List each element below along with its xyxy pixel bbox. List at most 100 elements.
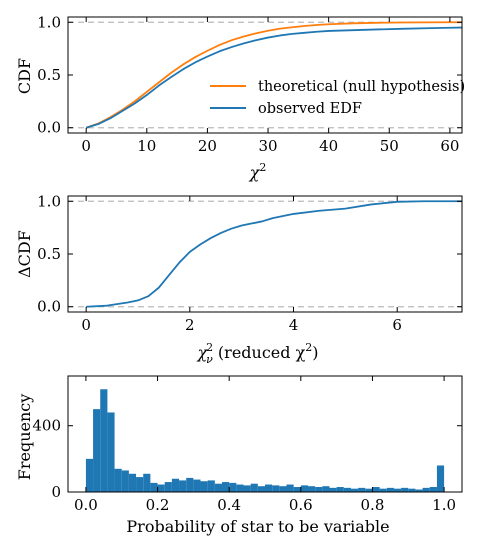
hist-x-tick-label-1: 0.2 [146, 496, 170, 514]
legend-label-observed: observed EDF [258, 101, 362, 117]
hist-bar-4 [114, 468, 122, 492]
hist-bar-22 [243, 485, 251, 492]
hist-bar-10 [157, 484, 165, 492]
hist-bar-18 [214, 483, 223, 492]
hist-x-tick-label-3: 0.6 [289, 496, 313, 514]
hist-bar-42 [386, 487, 394, 492]
delta-cdf-x-tick-label-2: 4 [289, 316, 299, 334]
hist-bar-35 [336, 487, 344, 492]
hist-axes-frame [67, 375, 463, 493]
delta-cdf-y-tick-label-1: 0.5 [37, 245, 61, 263]
hist-bar-43 [393, 488, 402, 492]
delta-x-label-rest: (reduced χ [213, 343, 306, 362]
legend: theoretical (null hypothesis) observed E… [206, 72, 465, 122]
hist-x-tick-label-0: 0.0 [74, 496, 98, 514]
cdf-y-axis-label: CDF [15, 58, 34, 94]
cdf-series-line-0 [85, 21, 462, 129]
hist-bar-3 [107, 412, 115, 492]
cdf-x-label-symbol: χ [249, 163, 261, 182]
hist-bar-5 [121, 470, 129, 492]
delta-cdf-axes-frame [67, 195, 463, 313]
cdf-x-tick-label-1: 10 [137, 137, 156, 155]
hist-bar-11 [164, 482, 172, 492]
cdf-x-tick-label-4: 40 [319, 137, 338, 155]
hist-bar-36 [343, 487, 351, 492]
hist-bar-37 [350, 488, 359, 492]
delta-cdf-series-line-0 [86, 200, 462, 308]
hist-bar-2 [100, 389, 108, 492]
hist-y-tick-label-0: 0 [51, 483, 61, 501]
delta-cdf-y-tick-label-0: 0.0 [37, 298, 61, 316]
hist-bar-6 [128, 473, 137, 492]
histogram-y-axis-label: Frequency [15, 394, 34, 481]
legend-label-theoretical: theoretical (null hypothesis) [258, 79, 465, 95]
hist-bar-34 [329, 487, 337, 492]
hist-bar-24 [257, 486, 265, 492]
hist-bar-12 [171, 478, 180, 492]
delta-x-label-sup: 2 [206, 341, 213, 354]
delta-x-label-end: ) [312, 343, 318, 362]
hist-bar-29 [293, 487, 301, 492]
cdf-x-tick-label-0: 0 [81, 137, 91, 155]
hist-bar-48 [429, 487, 437, 492]
delta-cdf-x-tick-label-1: 2 [185, 316, 195, 334]
hist-x-tick-label-4: 0.8 [361, 496, 385, 514]
hist-bar-40 [372, 487, 380, 492]
hist-bar-7 [136, 477, 144, 492]
hist-bar-39 [365, 488, 373, 492]
hist-bar-21 [236, 484, 244, 492]
histogram-panel: 0.0 0.2 0.4 0.6 0.8 1.0 0 400 Frequency Probabi… [15, 375, 463, 536]
hist-bar-27 [279, 486, 287, 492]
delta-cdf-y-tick-label-2: 1.0 [37, 192, 61, 210]
cdf-plot-area: 0 10 20 30 40 50 60 0.0 0.5 1.0 [37, 13, 463, 155]
hist-bar-8 [143, 473, 151, 492]
delta-cdf-panel: 0 2 4 60.00.51.0 ΔCDF χ2 ν (reduced χ2) [15, 192, 463, 366]
delta-x-label-symbol: χ [196, 343, 208, 362]
hist-bar-28 [286, 484, 294, 492]
delta-cdf-x-tick-label-0: 0 [81, 316, 91, 334]
hist-bar-38 [358, 487, 366, 492]
delta-cdf-y-axis-label: ΔCDF [15, 230, 34, 278]
histogram-x-axis-label: Probability of star to be variable [126, 517, 389, 536]
hist-bar-31 [307, 486, 316, 492]
delta-cdf-x-tick-label-3: 6 [392, 316, 402, 334]
delta-x-label-rest-sup: 2 [305, 341, 312, 354]
hist-bar-49 [436, 465, 445, 492]
hist-x-tick-label-5: 1.0 [432, 496, 456, 514]
hist-bar-0 [85, 458, 94, 492]
hist-bar-16 [200, 481, 208, 492]
hist-bar-14 [186, 477, 194, 492]
hist-bar-15 [193, 479, 201, 492]
cdf-y-tick-label-2: 1.0 [37, 13, 61, 31]
hist-bar-45 [408, 488, 416, 492]
hist-bar-30 [300, 485, 308, 492]
cdf-series-line-1 [85, 26, 463, 129]
cdf-y-tick-label-0: 0.0 [37, 119, 61, 137]
hist-bar-1 [93, 409, 101, 492]
cdf-panel: 0 10 20 30 40 50 60 0.0 0.5 1.0 theoretical (null… [15, 13, 465, 182]
delta-cdf-plot-area: 0 2 4 6 0.0 0.5 1.0 [37, 192, 463, 334]
hist-bar-9 [150, 482, 158, 492]
hist-bar-46 [415, 489, 423, 492]
cdf-x-tick-label-3: 30 [258, 137, 277, 155]
hist-bar-32 [315, 487, 323, 492]
hist-bar-44 [401, 487, 409, 492]
delta-x-label-sub: ν [206, 353, 213, 366]
hist-bar-17 [207, 480, 215, 492]
hist-bar-25 [265, 484, 273, 492]
hist-bar-13 [179, 480, 187, 492]
cdf-x-tick-label-6: 60 [440, 137, 459, 155]
histogram-plot-area: 0.0 0.2 0.4 0.6 0.8 1.0 0 400 [32, 375, 463, 514]
cdf-y-tick-label-1: 0.5 [37, 66, 61, 84]
hist-bar-47 [422, 487, 430, 492]
hist-bar-23 [250, 483, 258, 492]
delta-cdf-x-axis-label: χ2 ν (reduced χ2) [196, 341, 318, 366]
cdf-x-label-sup: 2 [259, 161, 266, 174]
cdf-x-tick-label-5: 50 [380, 137, 399, 155]
cdf-x-tick-label-2: 20 [198, 137, 217, 155]
hist-bar-41 [379, 488, 387, 492]
hist-x-tick-label-2: 0.4 [217, 496, 241, 514]
legend-box [206, 72, 456, 122]
hist-y-tick-label-1: 400 [32, 417, 61, 435]
